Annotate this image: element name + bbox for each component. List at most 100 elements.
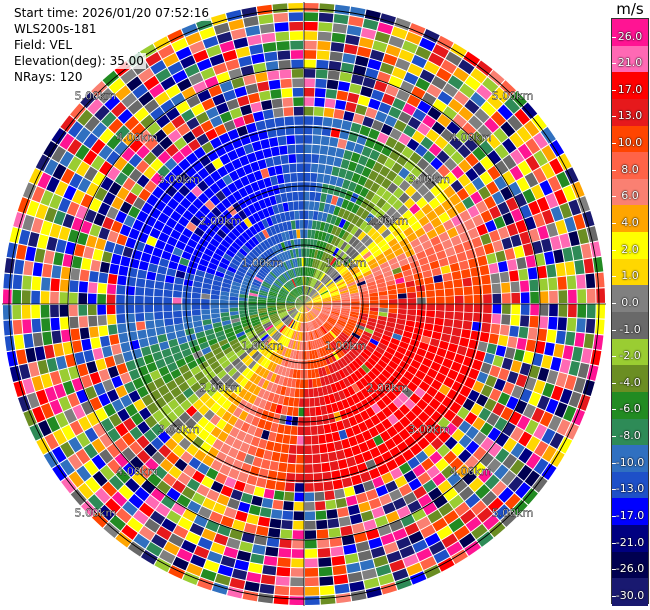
- velocity-gate: [246, 152, 257, 164]
- velocity-gate: [297, 182, 304, 191]
- velocity-gate: [404, 274, 414, 283]
- velocity-gate: [360, 387, 371, 398]
- velocity-gate: [355, 402, 365, 413]
- velocity-gate: [197, 89, 212, 103]
- velocity-gate: [221, 198, 232, 209]
- velocity-gate: [233, 480, 246, 492]
- velocity-gate: [475, 484, 491, 500]
- velocity-gate: [566, 317, 577, 332]
- velocity-gate: [430, 171, 444, 184]
- velocity-gate: [313, 304, 322, 306]
- velocity-gate: [341, 301, 351, 304]
- velocity-gate: [99, 261, 110, 273]
- velocity-gate: [236, 550, 252, 562]
- colorbar-tick: [612, 223, 616, 225]
- velocity-gate: [146, 235, 158, 247]
- velocity-gate: [298, 201, 304, 210]
- velocity-gate: [323, 346, 330, 355]
- velocity-gate: [319, 287, 327, 294]
- velocity-gate: [304, 298, 311, 304]
- velocity-gate: [295, 300, 304, 304]
- velocity-gate: [78, 304, 88, 316]
- velocity-gate: [287, 270, 293, 279]
- velocity-gate: [467, 389, 480, 402]
- velocity-gate: [221, 186, 232, 198]
- velocity-gate: [222, 423, 234, 434]
- velocity-gate: [294, 340, 299, 350]
- velocity-gate: [332, 479, 344, 490]
- velocity-gate: [175, 358, 187, 368]
- velocity-gate: [249, 265, 259, 274]
- velocity-gate: [327, 70, 340, 81]
- velocity-gate: [194, 371, 205, 382]
- velocity-gate: [341, 307, 350, 312]
- velocity-gate: [44, 433, 59, 450]
- velocity-gate: [331, 340, 340, 349]
- velocity-gate: [398, 49, 415, 63]
- velocity-gate: [533, 132, 548, 149]
- velocity-gate: [278, 548, 292, 558]
- velocity-gate: [418, 341, 429, 351]
- velocity-gate: [323, 174, 331, 184]
- velocity-gate: [158, 365, 170, 377]
- velocity-gate: [288, 2, 303, 12]
- velocity-gate: [274, 244, 281, 254]
- velocity-gate: [480, 362, 492, 375]
- velocity-gate: [76, 432, 91, 448]
- velocity-gate: [287, 329, 293, 338]
- velocity-gate: [289, 211, 295, 221]
- velocity-gate: [320, 405, 328, 415]
- velocity-gate: [275, 433, 284, 443]
- velocity-gate: [131, 122, 146, 138]
- velocity-gate: [276, 301, 286, 304]
- velocity-gate: [510, 208, 524, 223]
- velocity-gate: [243, 74, 257, 86]
- velocity-gate: [421, 92, 437, 106]
- velocity-gate: [335, 278, 344, 286]
- velocity-gate: [344, 553, 359, 564]
- velocity-gate: [35, 203, 49, 220]
- velocity-gate: [327, 234, 335, 244]
- velocity-gate: [511, 292, 521, 304]
- velocity-gate: [385, 84, 399, 97]
- velocity-gate: [69, 173, 83, 189]
- colorbar-tick: [612, 302, 616, 304]
- velocity-gate: [106, 294, 116, 304]
- velocity-gate: [376, 132, 389, 144]
- velocity-gate: [235, 450, 247, 462]
- velocity-gate: [62, 213, 75, 229]
- velocity-gate: [291, 279, 297, 288]
- velocity-gate: [267, 166, 277, 177]
- velocity-gate: [574, 332, 585, 348]
- velocity-gate: [313, 280, 319, 289]
- velocity-gate: [220, 443, 232, 455]
- velocity-gate: [304, 257, 307, 267]
- velocity-gate: [462, 320, 473, 330]
- velocity-gate: [249, 44, 264, 55]
- velocity-gate: [523, 403, 536, 419]
- velocity-gate: [16, 349, 28, 365]
- velocity-gate: [288, 295, 296, 300]
- velocity-gate: [388, 294, 398, 300]
- velocity-gate: [270, 509, 283, 519]
- velocity-gate: [509, 325, 519, 338]
- velocity-gate: [118, 332, 129, 344]
- velocity-gate: [312, 296, 321, 301]
- colorbar-segment: [612, 365, 648, 393]
- velocity-gate: [324, 243, 331, 253]
- velocity-gate: [260, 459, 271, 470]
- velocity-gate: [290, 40, 304, 50]
- velocity-gate: [465, 167, 479, 182]
- velocity-gate: [484, 474, 500, 490]
- velocity-gate: [325, 213, 333, 224]
- velocity-gate: [191, 309, 201, 316]
- velocity-gate: [462, 470, 477, 486]
- velocity-gate: [416, 347, 427, 357]
- velocity-gate: [338, 317, 348, 323]
- velocity-gate: [231, 370, 241, 381]
- velocity-gate: [168, 565, 185, 580]
- velocity-gate: [326, 442, 336, 453]
- velocity-gate: [459, 385, 472, 398]
- velocity-gate: [260, 285, 270, 291]
- velocity-gate: [205, 370, 216, 381]
